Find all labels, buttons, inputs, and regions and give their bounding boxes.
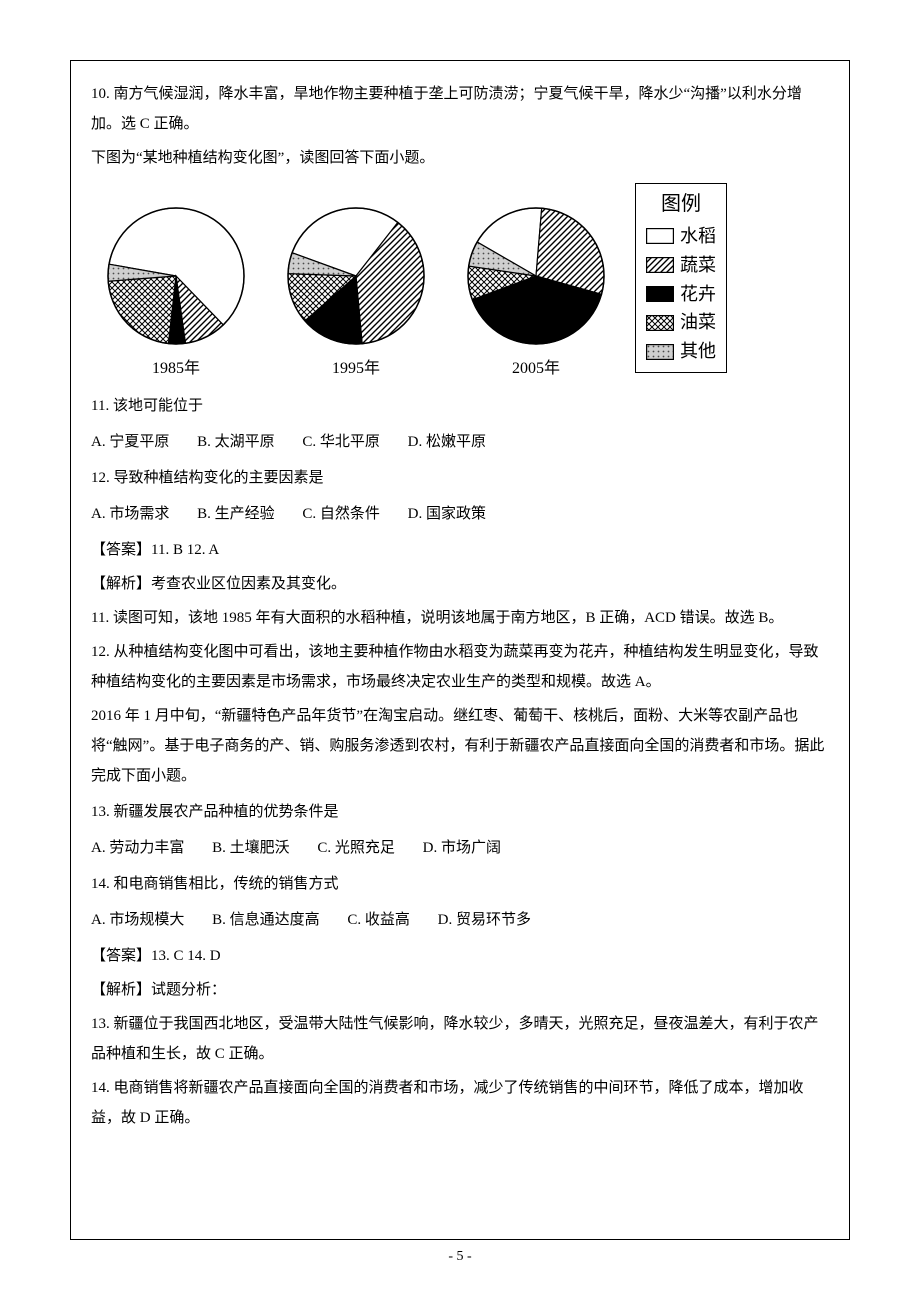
legend-item: 油菜: [680, 308, 716, 337]
expl-11: 11. 读图可知，该地 1985 年有大面积的水稻种植，说明该地属于南方地区，B…: [91, 603, 829, 633]
q11-opt-a: A. 宁夏平原: [91, 427, 169, 457]
q13-opt-b: B. 土壤肥沃: [212, 833, 290, 863]
q11-stem: 11. 该地可能位于: [91, 391, 829, 421]
q11-opt-c: C. 华北平原: [302, 427, 380, 457]
passage-13-14: 2016 年 1 月中旬，“新疆特色产品年货节”在淘宝启动。继红枣、葡萄干、核桃…: [91, 701, 829, 791]
q13-opt-d: D. 市场广阔: [423, 833, 501, 863]
q14-stem: 14. 和电商销售相比，传统的销售方式: [91, 869, 829, 899]
q12-opt-d: D. 国家政策: [408, 499, 486, 529]
q13-options: A. 劳动力丰富 B. 土壤肥沃 C. 光照充足 D. 市场广阔: [91, 833, 829, 863]
figure-intro: 下图为“某地种植结构变化图”，读图回答下面小题。: [91, 143, 829, 173]
q13-stem: 13. 新疆发展农产品种植的优势条件是: [91, 797, 829, 827]
answer-11-12: 【答案】11. B 12. A: [91, 535, 829, 565]
pie-2005: [451, 201, 621, 351]
q12-opt-a: A. 市场需求: [91, 499, 169, 529]
q14-opt-a: A. 市场规模大: [91, 905, 184, 935]
pie-2005-label: 2005年: [512, 353, 560, 385]
legend-title: 图例: [646, 188, 716, 220]
planting-structure-figure: 1985年 1995年 2005年 图例 水稻 蔬菜 花卉 油菜 其他: [91, 183, 829, 385]
q14-options: A. 市场规模大 B. 信息通达度高 C. 收益高 D. 贸易环节多: [91, 905, 829, 935]
legend-item: 蔬菜: [680, 251, 716, 280]
q14-opt-b: B. 信息通达度高: [212, 905, 320, 935]
q11-options: A. 宁夏平原 B. 太湖平原 C. 华北平原 D. 松嫩平原: [91, 427, 829, 457]
pie-1995-label: 1995年: [332, 353, 380, 385]
answer-13-14: 【答案】13. C 14. D: [91, 941, 829, 971]
q14-opt-d: D. 贸易环节多: [438, 905, 531, 935]
q10-explanation: 10. 南方气候湿润，降水丰富，旱地作物主要种植于垄上可防渍涝；宁夏气候干旱，降…: [91, 79, 829, 139]
legend-item: 花卉: [680, 280, 716, 309]
q11-opt-b: B. 太湖平原: [197, 427, 275, 457]
q12-opt-c: C. 自然条件: [302, 499, 380, 529]
expl-13: 13. 新疆位于我国西北地区，受温带大陆性气候影响，降水较少，多晴天，光照充足，…: [91, 1009, 829, 1069]
expl-head-11-12: 【解析】考查农业区位因素及其变化。: [91, 569, 829, 599]
legend-item: 其他: [680, 337, 716, 366]
q13-opt-c: C. 光照充足: [317, 833, 395, 863]
expl-14: 14. 电商销售将新疆农产品直接面向全国的消费者和市场，减少了传统销售的中间环节…: [91, 1073, 829, 1133]
expl-head-13-14: 【解析】试题分析：: [91, 975, 829, 1005]
chart-legend: 图例 水稻 蔬菜 花卉 油菜 其他: [635, 183, 727, 373]
q12-opt-b: B. 生产经验: [197, 499, 275, 529]
pie-1985: [91, 201, 261, 351]
q12-stem: 12. 导致种植结构变化的主要因素是: [91, 463, 829, 493]
legend-item: 水稻: [680, 222, 716, 251]
expl-12: 12. 从种植结构变化图中可看出，该地主要种植作物由水稻变为蔬菜再变为花卉，种植…: [91, 637, 829, 697]
q14-opt-c: C. 收益高: [347, 905, 410, 935]
pie-1985-label: 1985年: [152, 353, 200, 385]
q13-opt-a: A. 劳动力丰富: [91, 833, 184, 863]
pie-1995: [271, 201, 441, 351]
page-number: - 5 -: [71, 1243, 849, 1271]
q11-opt-d: D. 松嫩平原: [408, 427, 486, 457]
q12-options: A. 市场需求 B. 生产经验 C. 自然条件 D. 国家政策: [91, 499, 829, 529]
